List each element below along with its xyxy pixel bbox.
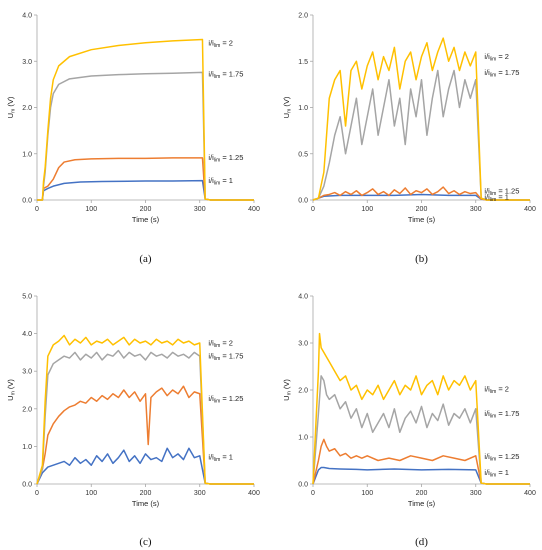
y-tick-label: 3.0: [298, 341, 308, 348]
series-line-i-ilim-1-75: [312, 69, 530, 201]
series-line-i-ilim-1-25: [312, 186, 530, 201]
x-tick-label: 300: [470, 206, 482, 213]
y-tick-label: 4.0: [22, 13, 32, 20]
y-tick-label: 1.0: [298, 105, 308, 112]
chart-panel-c: 0.0 1.0 2.0 3.0 4.0 5.0 0 100 200 300 400 Time (s) U…: [6, 294, 260, 549]
chart-panel-b: 0.0 0.5 1.0 1.5 2.0 0 100 200 300 400 Time (s) Um (…: [282, 13, 536, 266]
series-label: i/ilim = 1: [208, 452, 233, 463]
chart-panel-d: 0.0 1.0 2.0 3.0 4.0 0 100 200 300 400 Time (s) Um (…: [282, 294, 536, 549]
y-axis-title: Um (V): [282, 379, 293, 401]
x-axis-title: Time (s): [132, 499, 160, 508]
series-line-i-ilim-1-25: [37, 157, 254, 201]
series-line-i-ilim-1-25: [312, 438, 530, 485]
x-axis-title: Time (s): [408, 499, 436, 508]
x-tick-label: 200: [140, 206, 152, 213]
series-line-i-ilim-1-75: [36, 349, 254, 485]
series-label: i/ilim = 2: [484, 385, 509, 396]
chart-panel-a: 0.0 1.0 2.0 3.0 4.0 0 100 200 300 400 Time (s) Um (…: [6, 13, 260, 266]
y-axis-title: Um (V): [6, 379, 17, 401]
x-tick-label: 300: [194, 490, 206, 497]
series-label: i/ilim = 1.75: [208, 70, 243, 81]
y-tick-label: 1.0: [298, 435, 308, 442]
x-tick-label: 400: [248, 490, 260, 497]
series-line-i-ilim-2: [312, 37, 530, 201]
x-tick-label: 0: [311, 206, 315, 213]
y-tick-label: 5.0: [22, 294, 32, 301]
series-label: i/ilim = 1.25: [208, 153, 243, 164]
series-label: i/ilim = 1: [484, 193, 509, 204]
x-tick-label: 100: [361, 490, 373, 497]
y-tick-label: 0.5: [298, 151, 308, 158]
series-label: i/ilim = 1.25: [484, 452, 519, 463]
x-tick-label: 0: [35, 206, 39, 213]
x-tick-label: 100: [85, 206, 97, 213]
y-tick-label: 2.0: [298, 388, 308, 395]
series-label: i/ilim = 1.75: [208, 352, 243, 363]
series-label: i/ilim = 1: [484, 468, 509, 479]
panel-label: (b): [415, 253, 428, 265]
series-label: i/ilim = 1: [208, 176, 233, 187]
y-tick-label: 2.0: [22, 406, 32, 413]
y-tick-label: 3.0: [22, 369, 32, 376]
panel-label: (a): [139, 253, 152, 265]
series-line-i-ilim-2: [312, 332, 530, 485]
y-tick-label: 0.0: [22, 482, 32, 489]
y-tick-label: 1.0: [22, 151, 32, 158]
y-tick-label: 4.0: [298, 294, 308, 301]
y-tick-label: 3.0: [22, 59, 32, 66]
panel-label: (c): [139, 536, 152, 548]
x-tick-label: 400: [248, 206, 260, 213]
series-line-i-ilim-1: [36, 447, 254, 485]
series-line-i-ilim-2: [37, 38, 254, 201]
y-tick-label: 2.0: [22, 105, 32, 112]
x-tick-label: 0: [311, 490, 315, 497]
series-label: i/ilim = 2: [484, 52, 509, 63]
x-axis-title: Time (s): [408, 215, 436, 224]
series-label: i/ilim = 2: [208, 339, 233, 350]
x-tick-label: 100: [361, 206, 373, 213]
series-label: i/ilim = 1.25: [208, 394, 243, 405]
x-tick-label: 0: [35, 490, 39, 497]
y-axis-title: Um (V): [6, 96, 17, 118]
x-axis-title: Time (s): [132, 215, 160, 224]
x-tick-label: 400: [524, 490, 536, 497]
y-axis-title: Um (V): [282, 96, 293, 118]
x-tick-label: 300: [470, 490, 482, 497]
x-tick-label: 200: [416, 490, 428, 497]
x-tick-label: 200: [140, 490, 152, 497]
y-tick-label: 2.0: [298, 13, 308, 20]
series-label: i/ilim = 1.75: [484, 409, 519, 420]
y-tick-label: 0.0: [298, 482, 308, 489]
series-label: i/ilim = 1.25: [484, 186, 519, 197]
series-line-i-ilim-2: [36, 334, 254, 485]
panel-label: (d): [415, 536, 428, 548]
y-tick-label: 1.0: [22, 444, 32, 451]
x-tick-label: 400: [524, 206, 536, 213]
series-line-i-ilim-1: [312, 466, 530, 485]
x-tick-label: 200: [416, 206, 428, 213]
y-tick-label: 4.0: [22, 331, 32, 338]
y-tick-label: 1.5: [298, 59, 308, 66]
x-tick-label: 300: [194, 206, 206, 213]
series-label: i/ilim = 2: [208, 38, 233, 49]
x-tick-label: 100: [85, 490, 97, 497]
series-line-i-ilim-1-25: [36, 385, 254, 485]
y-tick-label: 0.0: [298, 198, 308, 205]
series-label: i/ilim = 1.75: [484, 68, 519, 79]
y-tick-label: 0.0: [22, 198, 32, 205]
series-line-i-ilim-1-75: [312, 375, 530, 485]
